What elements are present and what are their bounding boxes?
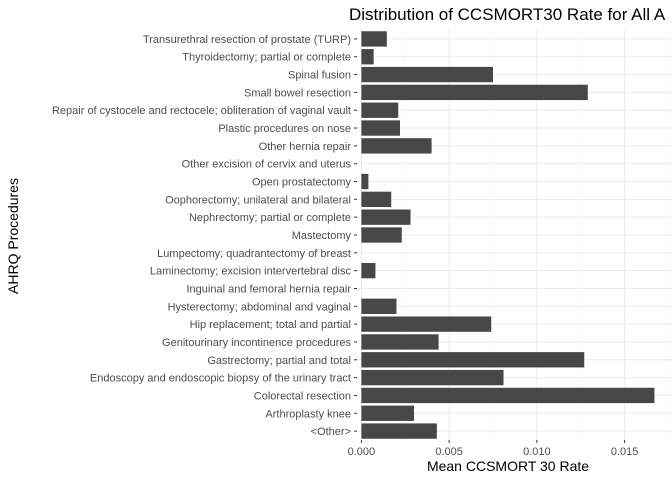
x-axis: 0.000 0.005 0.010 0.015 — [348, 440, 639, 458]
y-tick-label: Genitourinary incontinence procedures — [162, 337, 351, 349]
x-tick-label: 0.000 — [348, 446, 376, 458]
y-tick-label: Mastectomy — [292, 230, 352, 242]
plot-panel — [357, 30, 672, 440]
y-tick-label: Inguinal and femoral hernia repair — [187, 283, 352, 295]
y-tick-label: Other excision of cervix and uterus — [182, 159, 352, 171]
y-tick-label: Other hernia repair — [259, 141, 352, 153]
bars — [361, 31, 655, 439]
bar — [361, 84, 588, 101]
y-tick-label: Lumpectomy; quadrantectomy of breast — [157, 248, 351, 260]
x-tick-label: 0.015 — [611, 446, 639, 458]
bar — [361, 120, 400, 136]
bar — [361, 316, 492, 332]
y-tick-label: Spinal fusion — [288, 70, 351, 82]
chart-title: Distribution of CCSMORT30 Rate for All A — [349, 5, 666, 24]
y-tick-label: Hip replacement; total and partial — [190, 319, 351, 331]
bar — [361, 423, 437, 439]
y-tick-label: Nephrectomy; partial or complete — [189, 212, 351, 224]
y-tick-label: Oophorectomy; unilateral and bilateral — [165, 194, 351, 206]
y-tick-label: Plastic procedures on nose — [218, 123, 351, 135]
y-tick-label: Thyroidectomy; partial or complete — [182, 52, 351, 64]
y-tick-label: Arthroplasty knee — [265, 408, 351, 420]
bar — [361, 138, 432, 154]
bar — [361, 66, 494, 83]
y-tick-label: Hysterectomy; abdominal and vaginal — [168, 301, 351, 313]
bar — [361, 387, 655, 404]
bar — [361, 227, 402, 243]
bar — [361, 102, 399, 118]
bar — [361, 369, 504, 386]
y-tick-label: Small bowel resection — [244, 87, 351, 99]
y-tick-label: Open prostatectomy — [252, 177, 352, 189]
y-tick-label: <Other> — [311, 426, 351, 438]
y-tick-label: Endoscopy and endoscopic biopsy of the u… — [90, 373, 351, 385]
x-tick-label: 0.005 — [435, 446, 463, 458]
y-tick-label: Colorectal resection — [254, 390, 351, 402]
y-tick-label: Repair of cystocele and rectocele; oblit… — [52, 105, 351, 117]
bar — [361, 49, 374, 65]
bar — [361, 209, 411, 225]
bar — [361, 334, 439, 350]
y-axis-title: AHRQ Procedures — [5, 178, 21, 294]
bar — [361, 191, 392, 208]
bar — [361, 262, 376, 279]
y-tick-label: Transurethral resection of prostate (TUR… — [143, 34, 351, 46]
x-tick-label: 0.010 — [523, 446, 551, 458]
y-tick-label: Laminectomy; excision intervertebral dis… — [150, 266, 352, 278]
bar — [361, 405, 415, 421]
y-tick-label: Gastrectomy; partial and total — [207, 355, 351, 367]
x-axis-title: Mean CCSMORT 30 Rate — [427, 458, 589, 474]
bar — [361, 298, 397, 314]
y-axis: Transurethral resection of prostate (TUR… — [52, 34, 357, 438]
bar — [361, 352, 585, 368]
bar — [361, 31, 387, 47]
bar — [361, 173, 369, 190]
